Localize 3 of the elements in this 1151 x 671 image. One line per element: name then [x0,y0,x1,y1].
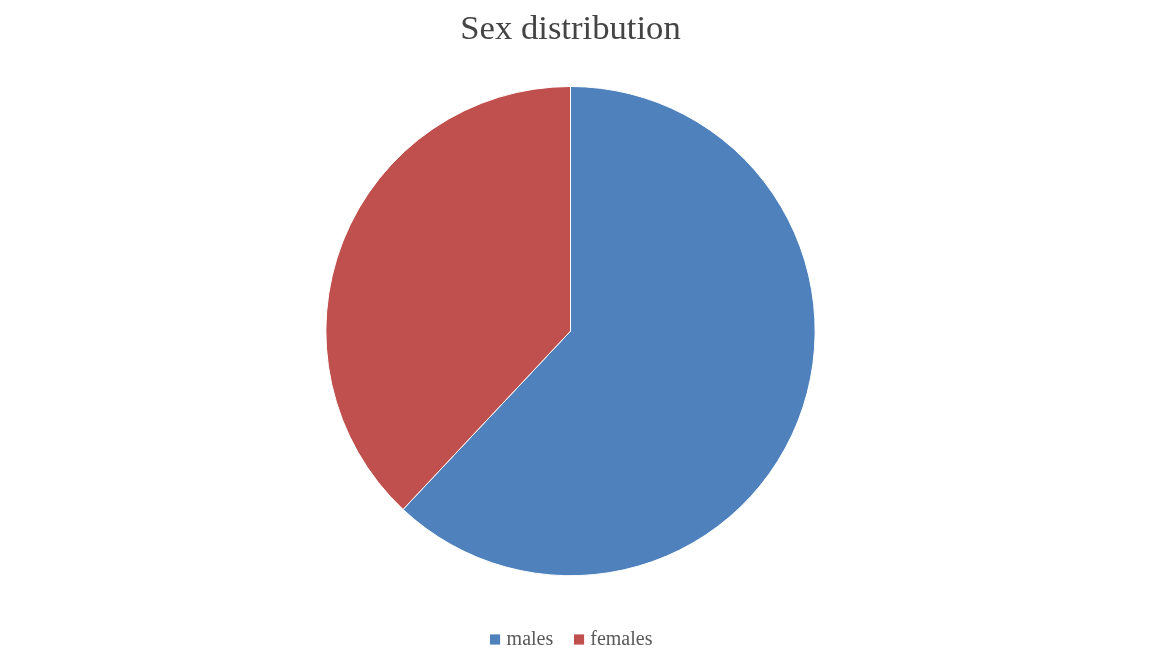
legend-label: males [506,627,554,650]
legend-label: females [590,627,653,650]
chart-title: Sex distribution [460,7,681,46]
